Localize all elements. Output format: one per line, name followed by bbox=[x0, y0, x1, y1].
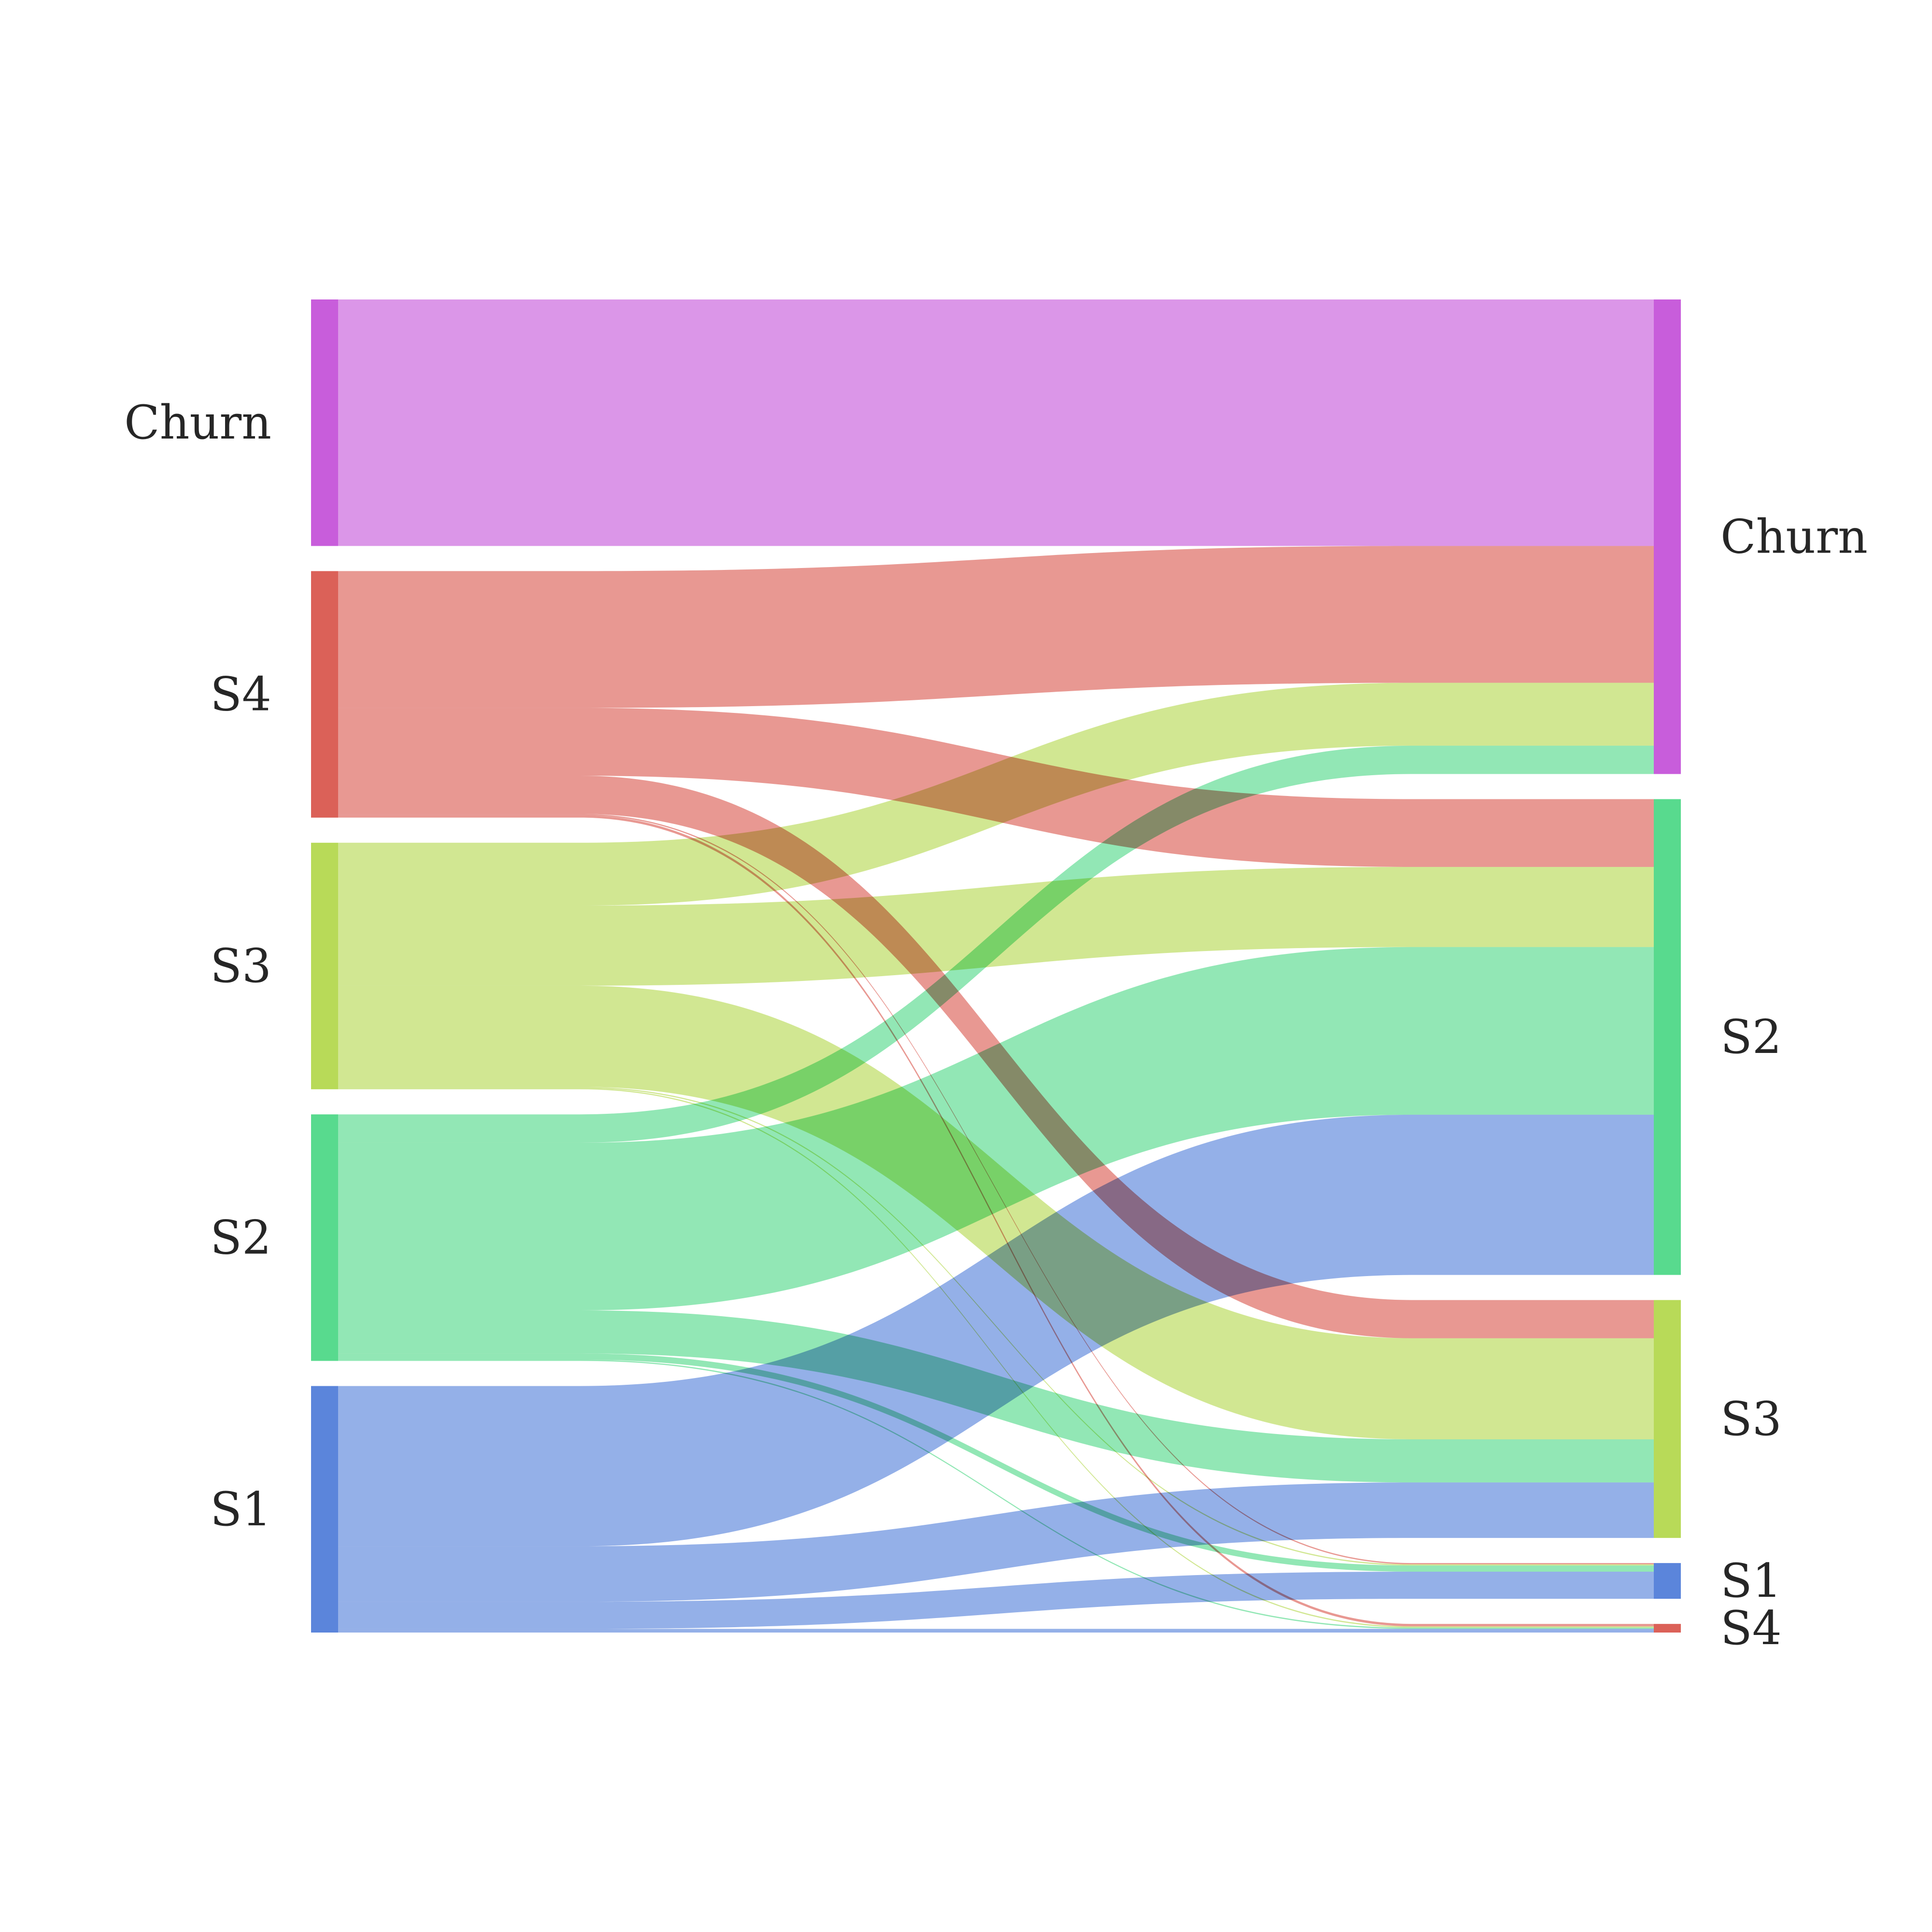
left-node-label-s2: S2 bbox=[210, 1210, 271, 1264]
left-node-churn bbox=[311, 299, 338, 546]
left-node-label-s3: S3 bbox=[210, 939, 271, 993]
flow-s3-to-churn bbox=[338, 682, 1654, 906]
flow-s1-to-s4 bbox=[338, 1629, 1654, 1633]
right-node-label-churn: Churn bbox=[1720, 510, 1868, 564]
left-node-s3 bbox=[311, 842, 338, 1090]
right-node-label-s4: S4 bbox=[1720, 1601, 1782, 1655]
sankey-flows bbox=[338, 299, 1654, 1633]
flow-s1-to-s1 bbox=[338, 1571, 1654, 1629]
right-node-label-s3: S3 bbox=[1720, 1392, 1782, 1446]
flow-s4-to-churn bbox=[338, 546, 1654, 708]
left-node-s1 bbox=[311, 1386, 338, 1633]
left-node-s2 bbox=[311, 1114, 338, 1361]
right-node-s1 bbox=[1654, 1563, 1681, 1599]
flow-s1-to-s3 bbox=[338, 1482, 1654, 1602]
right-node-s4 bbox=[1654, 1624, 1681, 1633]
left-node-label-s1: S1 bbox=[210, 1482, 271, 1536]
left-node-label-s4: S4 bbox=[210, 668, 271, 722]
sankey-nodes bbox=[311, 299, 1681, 1633]
right-node-s3 bbox=[1654, 1300, 1681, 1538]
flow-churn-to-churn bbox=[338, 299, 1654, 546]
flow-s2-to-churn bbox=[338, 745, 1654, 1143]
right-node-label-s2: S2 bbox=[1720, 1010, 1782, 1064]
right-node-label-s1: S1 bbox=[1720, 1554, 1782, 1608]
left-node-label-churn: Churn bbox=[124, 396, 271, 450]
flow-s2-to-s1 bbox=[338, 1353, 1654, 1572]
flow-s2-to-s4 bbox=[338, 1360, 1654, 1629]
left-node-s4 bbox=[311, 571, 338, 818]
right-node-s2 bbox=[1654, 799, 1681, 1275]
flow-s1-to-s2 bbox=[338, 1114, 1654, 1547]
flow-s3-to-s2 bbox=[338, 867, 1654, 986]
flow-s2-to-s2 bbox=[338, 947, 1654, 1310]
right-node-churn bbox=[1654, 299, 1681, 774]
